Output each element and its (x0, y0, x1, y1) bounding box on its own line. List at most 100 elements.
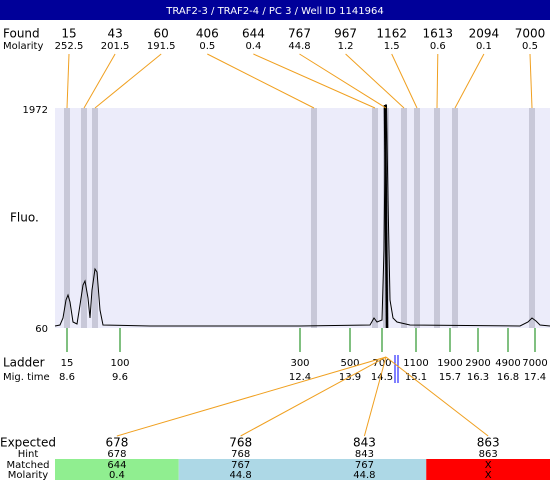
found-size: 60 (154, 27, 169, 41)
molarity-value: 44.8 (230, 470, 252, 480)
found-link (253, 53, 376, 109)
ladder-label: Ladder (3, 356, 45, 370)
ladder-size: 4900 (495, 358, 520, 369)
ladder-time: 14.5 (371, 372, 393, 383)
hint-value: 863 (479, 449, 498, 460)
found-size: 2094 (469, 27, 500, 41)
matched-value: 767 (355, 460, 374, 471)
hint-value: 768 (231, 449, 250, 460)
ladder-size: 700 (372, 358, 391, 369)
found-size: 644 (242, 27, 265, 41)
peak-band (92, 108, 98, 328)
ladder-size: 1900 (437, 358, 462, 369)
found-molarity: 0.1 (476, 41, 492, 52)
found-link (66, 53, 70, 109)
expected-link (385, 356, 489, 437)
found-molarity: 201.5 (101, 41, 130, 52)
ladder-time: 12.4 (289, 372, 311, 383)
peak-band (414, 108, 420, 328)
found-molarity: 44.8 (288, 41, 310, 52)
found-molarity: 1.5 (384, 41, 400, 52)
ladder-size: 1100 (403, 358, 428, 369)
mig-time-label: Mig. time (3, 372, 50, 383)
found-molarity: 0.4 (245, 41, 261, 52)
found-molarity: 0.6 (430, 41, 446, 52)
found-size: 1613 (423, 27, 454, 41)
match-cell (178, 459, 303, 480)
peak-band (434, 108, 440, 328)
ladder-size: 2900 (465, 358, 490, 369)
found-link (454, 53, 485, 109)
matched-value: 644 (107, 460, 126, 471)
found-molarity: 252.5 (55, 41, 84, 52)
peak-band (81, 108, 87, 328)
matched-value: X (485, 460, 492, 471)
peak-band (311, 108, 317, 328)
found-size: 1162 (376, 27, 407, 41)
found-label: Found (3, 27, 40, 41)
ladder-time: 16.8 (497, 372, 519, 383)
expected-link (240, 356, 387, 437)
peak-band (529, 108, 535, 328)
found-size: 767 (288, 27, 311, 41)
y-min-label: 60 (35, 324, 48, 335)
found-size: 15 (61, 27, 76, 41)
ladder-time: 9.6 (112, 372, 128, 383)
trace (54, 104, 550, 327)
expected-value: 678 (105, 436, 128, 450)
ladder-time: 17.4 (524, 372, 546, 383)
found-link (207, 53, 315, 109)
row-label: Expected (0, 436, 56, 450)
ladder-size: 15 (61, 358, 74, 369)
ladder-size: 500 (340, 358, 359, 369)
y-axis-label: Fluo. (10, 211, 39, 225)
found-molarity-label: Molarity (3, 41, 43, 52)
title-bar (0, 0, 550, 20)
ladder-size: 300 (290, 358, 309, 369)
expected-link (116, 356, 387, 437)
expected-value: 843 (353, 436, 376, 450)
found-molarity: 0.5 (522, 41, 538, 52)
ladder-size: 7000 (522, 358, 547, 369)
peak-band (401, 108, 407, 328)
title: TRAF2-3 / TRAF2-4 / PC 3 / Well ID 11419… (165, 6, 383, 17)
molarity-value: 0.4 (109, 470, 125, 480)
found-size: 406 (196, 27, 219, 41)
peak-band (64, 108, 70, 328)
ladder-time: 15.1 (405, 372, 427, 383)
row-label: Hint (18, 449, 39, 460)
ladder-time: 13.9 (339, 372, 361, 383)
found-link (299, 53, 387, 109)
y-max-label: 1972 (23, 105, 48, 116)
row-label: Molarity (8, 470, 48, 480)
found-molarity: 0.5 (199, 41, 215, 52)
found-link (345, 53, 405, 109)
found-molarity: 191.5 (147, 41, 176, 52)
hint-value: 678 (107, 449, 126, 460)
row-label: Matched (6, 460, 49, 471)
main-peak (383, 104, 389, 329)
expected-link (363, 356, 387, 437)
found-size: 7000 (515, 27, 546, 41)
found-size: 967 (334, 27, 357, 41)
found-link (83, 53, 116, 109)
found-link (391, 53, 418, 109)
found-size: 43 (107, 27, 122, 41)
plot-area (55, 108, 550, 328)
expected-value: 863 (477, 436, 500, 450)
found-link (529, 53, 533, 109)
expected-value: 768 (229, 436, 252, 450)
peak-band (372, 108, 378, 328)
ladder-size: 100 (110, 358, 129, 369)
found-link (94, 53, 162, 109)
ladder-time: 15.7 (439, 372, 461, 383)
ladder-time: 16.3 (467, 372, 489, 383)
matched-value: 767 (231, 460, 250, 471)
peak-band (452, 108, 458, 328)
match-cell (426, 459, 550, 480)
molarity-value: 44.8 (353, 470, 375, 480)
hint-value: 843 (355, 449, 374, 460)
found-link (436, 53, 439, 109)
match-cell (302, 459, 427, 480)
